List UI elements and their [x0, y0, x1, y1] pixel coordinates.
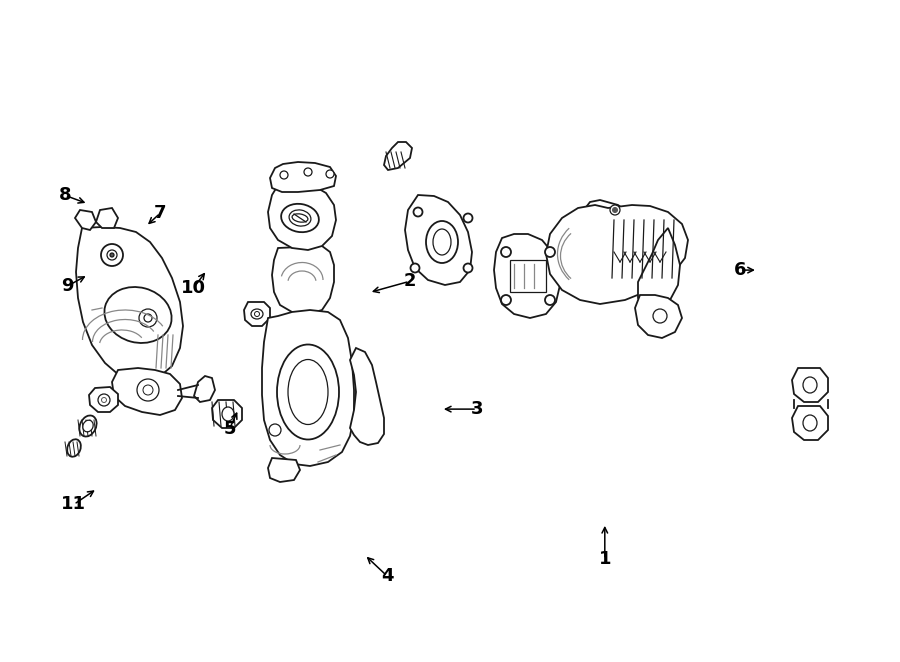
Polygon shape: [76, 227, 183, 382]
Ellipse shape: [277, 344, 339, 440]
Text: 9: 9: [61, 277, 74, 295]
Polygon shape: [75, 210, 96, 230]
Polygon shape: [556, 200, 645, 295]
Text: 8: 8: [58, 186, 71, 205]
Ellipse shape: [102, 397, 106, 402]
Ellipse shape: [803, 415, 817, 431]
Ellipse shape: [545, 247, 555, 257]
Ellipse shape: [426, 221, 458, 263]
Polygon shape: [350, 348, 384, 445]
Ellipse shape: [501, 247, 511, 257]
Polygon shape: [89, 387, 118, 412]
Ellipse shape: [98, 394, 110, 406]
Ellipse shape: [464, 263, 472, 273]
Polygon shape: [635, 295, 682, 338]
Ellipse shape: [501, 295, 511, 305]
Ellipse shape: [464, 214, 472, 222]
Ellipse shape: [137, 379, 159, 401]
Text: 1: 1: [598, 550, 611, 569]
Polygon shape: [384, 142, 412, 170]
Ellipse shape: [289, 210, 310, 226]
Ellipse shape: [101, 244, 123, 266]
Text: 3: 3: [471, 400, 483, 418]
Text: 6: 6: [734, 261, 746, 279]
Polygon shape: [510, 260, 546, 292]
Polygon shape: [268, 458, 300, 482]
Polygon shape: [588, 215, 658, 278]
Polygon shape: [405, 195, 472, 285]
Ellipse shape: [68, 440, 81, 457]
Ellipse shape: [413, 207, 422, 216]
Polygon shape: [494, 234, 560, 318]
Text: 4: 4: [381, 567, 393, 585]
Ellipse shape: [292, 214, 308, 222]
Polygon shape: [268, 182, 336, 250]
Polygon shape: [112, 368, 182, 415]
Ellipse shape: [545, 295, 555, 305]
Ellipse shape: [255, 312, 259, 316]
Ellipse shape: [269, 424, 281, 436]
Ellipse shape: [251, 309, 263, 319]
Polygon shape: [96, 208, 118, 228]
Ellipse shape: [110, 253, 114, 257]
Ellipse shape: [83, 420, 94, 432]
Text: 2: 2: [403, 272, 416, 291]
Ellipse shape: [104, 287, 172, 343]
Ellipse shape: [410, 263, 419, 273]
Polygon shape: [194, 376, 215, 402]
Ellipse shape: [143, 385, 153, 395]
Ellipse shape: [326, 170, 334, 178]
Ellipse shape: [222, 407, 234, 421]
Polygon shape: [270, 162, 336, 192]
Ellipse shape: [288, 359, 328, 424]
Ellipse shape: [803, 377, 817, 393]
Polygon shape: [556, 250, 614, 295]
Polygon shape: [244, 302, 270, 326]
Ellipse shape: [653, 309, 667, 323]
Polygon shape: [638, 228, 680, 308]
Polygon shape: [212, 400, 242, 428]
Ellipse shape: [79, 416, 96, 436]
Ellipse shape: [144, 314, 152, 322]
Ellipse shape: [107, 250, 117, 260]
Text: 11: 11: [61, 495, 86, 514]
Ellipse shape: [613, 207, 617, 213]
Ellipse shape: [280, 171, 288, 179]
Ellipse shape: [610, 205, 620, 215]
Polygon shape: [792, 406, 828, 440]
Ellipse shape: [433, 229, 451, 255]
Text: 7: 7: [154, 204, 166, 222]
Ellipse shape: [139, 309, 157, 327]
Polygon shape: [262, 310, 354, 466]
Ellipse shape: [304, 168, 312, 176]
Text: 5: 5: [223, 420, 236, 438]
Polygon shape: [546, 205, 688, 304]
Ellipse shape: [281, 204, 319, 232]
Polygon shape: [272, 246, 334, 314]
Polygon shape: [792, 368, 828, 402]
Text: 10: 10: [181, 279, 206, 297]
